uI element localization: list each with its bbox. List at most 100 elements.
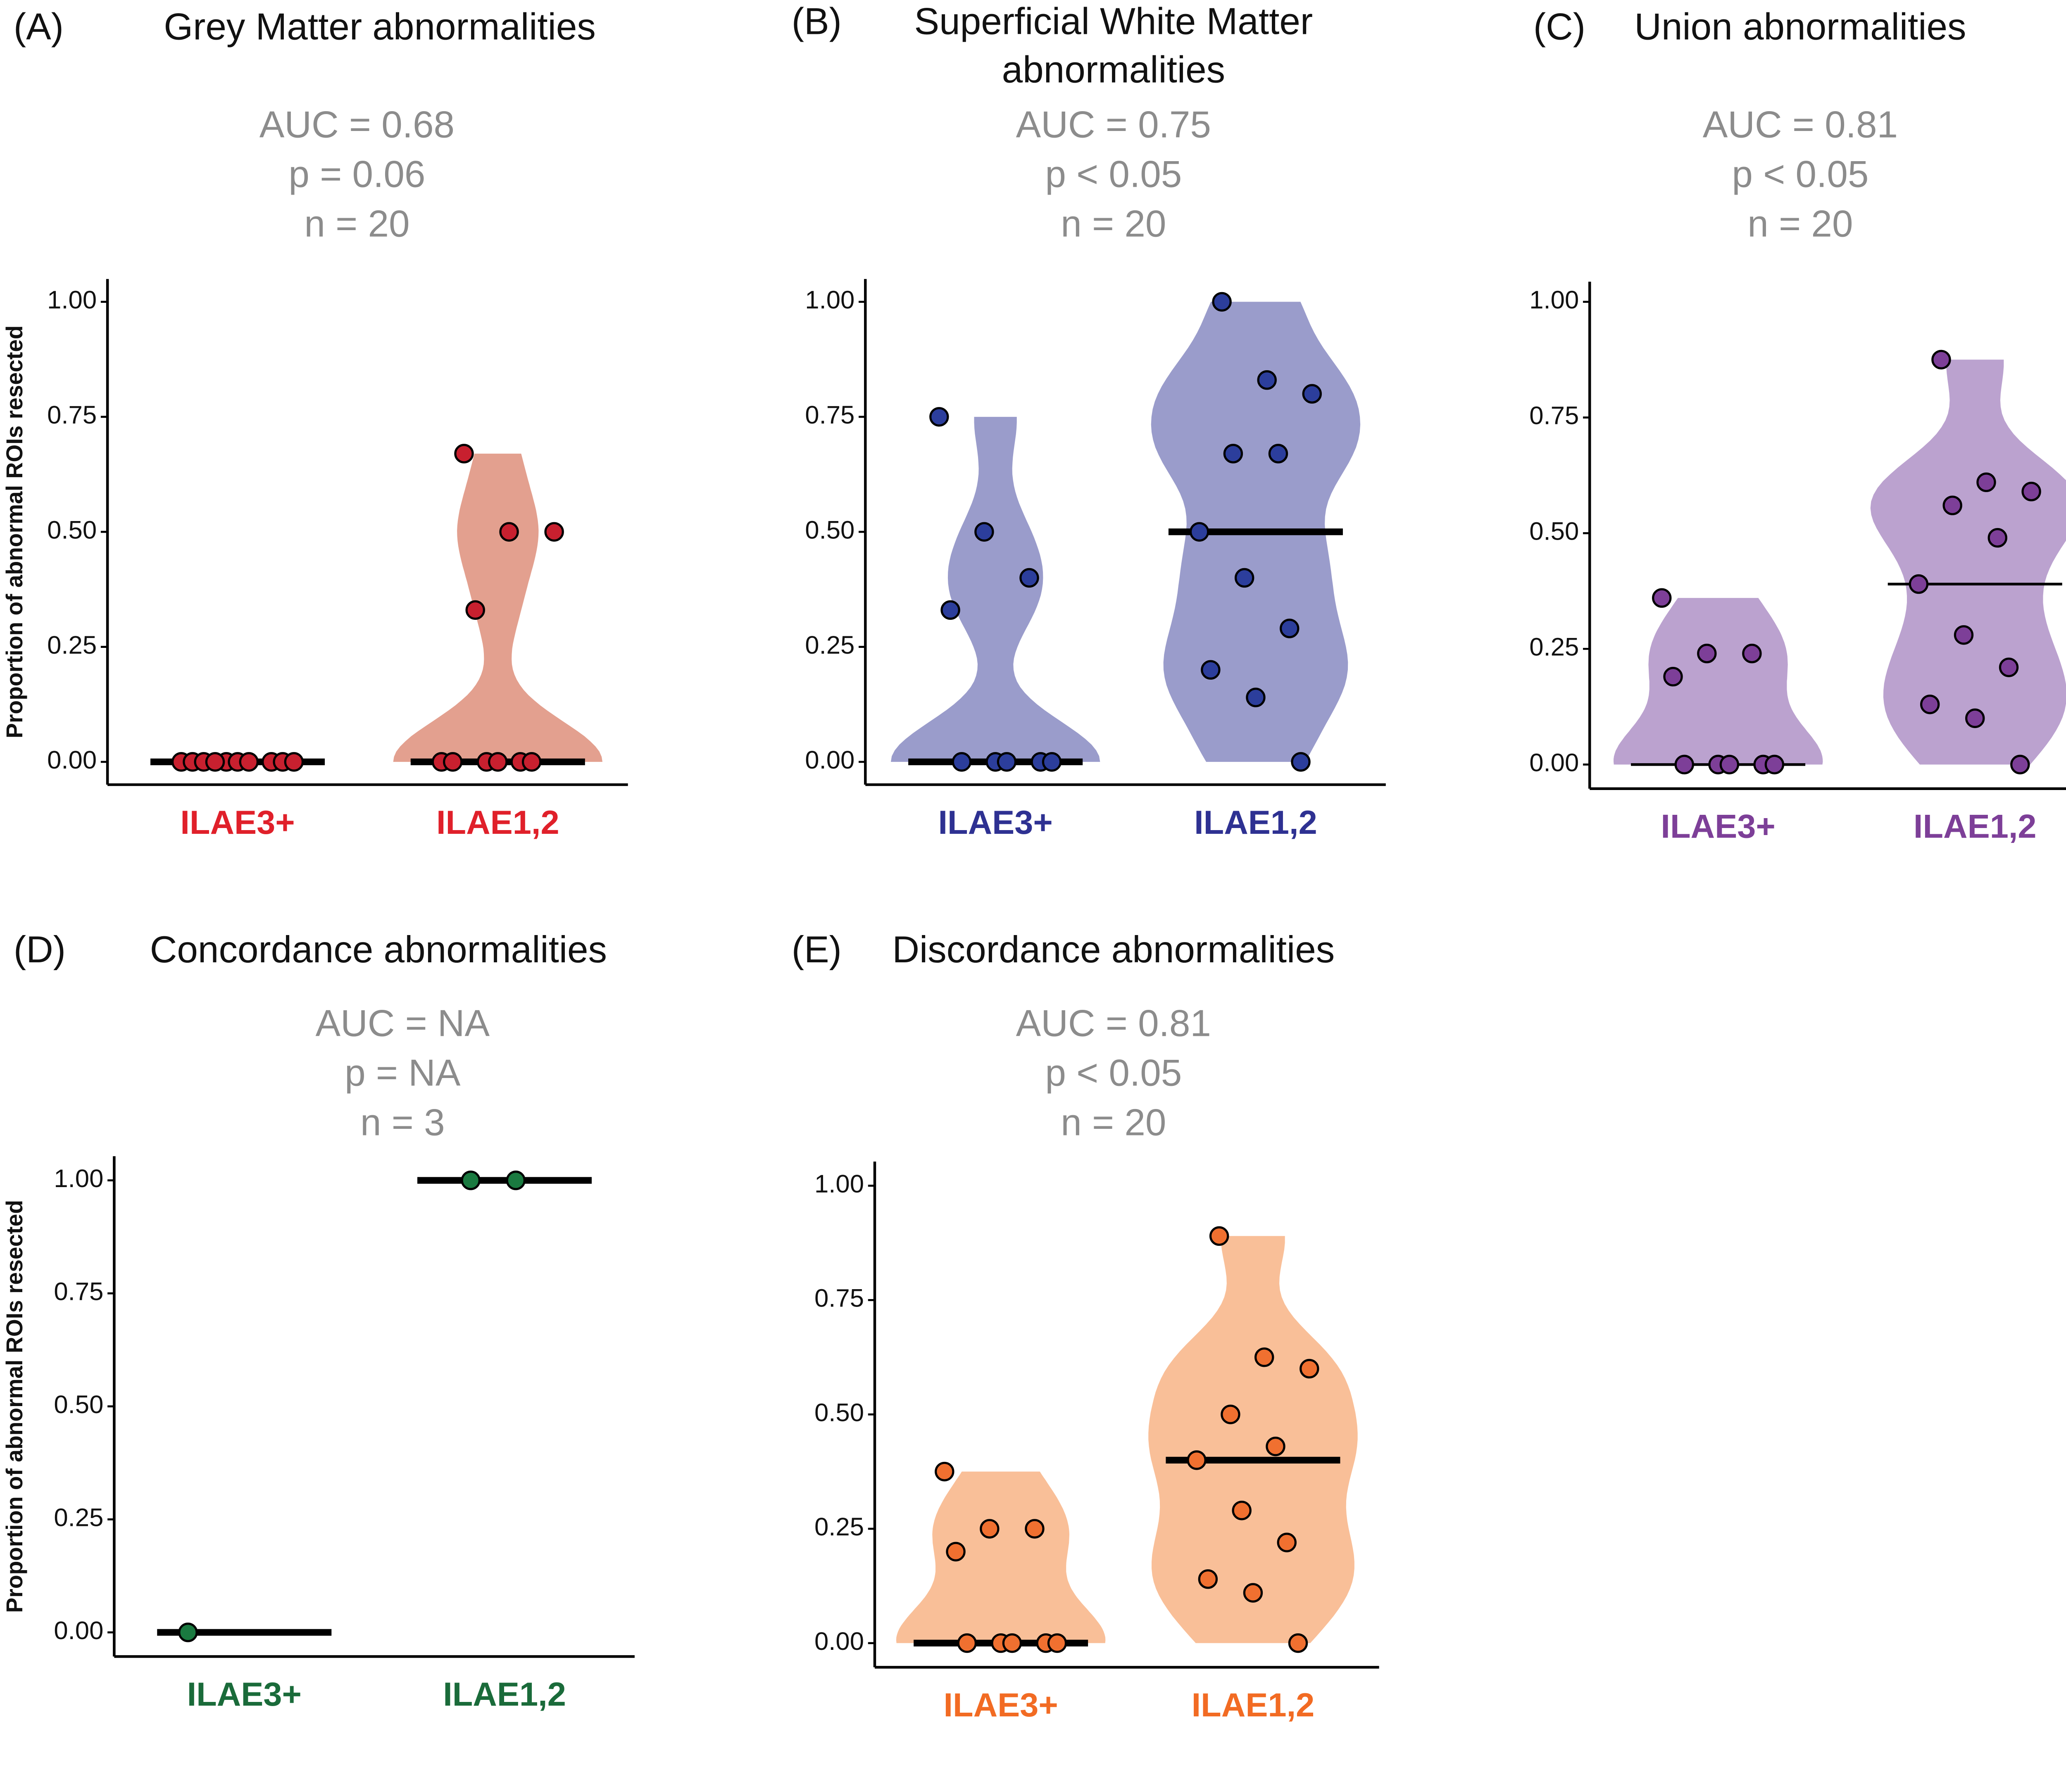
stat-line: p < 0.05 xyxy=(1045,154,1182,195)
violin xyxy=(1614,598,1823,765)
data-point xyxy=(1965,708,1985,728)
data-point xyxy=(1234,568,1254,588)
data-point xyxy=(1232,1500,1252,1521)
violin xyxy=(1870,359,2066,765)
data-point xyxy=(454,444,474,464)
data-point xyxy=(2021,481,2041,502)
y-tick-label: 0.25 xyxy=(1529,633,1579,662)
y-axis-label: Proportion of abnormal ROIs resected xyxy=(2,1200,27,1613)
y-tick-label: 0.25 xyxy=(814,1513,864,1541)
data-point xyxy=(1277,1533,1297,1552)
panel-title: Discordance abnormalities xyxy=(892,929,1335,971)
stat-line: p < 0.05 xyxy=(1732,154,1868,195)
data-point xyxy=(1019,568,1039,588)
data-point xyxy=(1674,754,1694,775)
y-tick-label: 0.75 xyxy=(805,401,854,429)
data-point xyxy=(1189,522,1209,542)
stat-line: AUC = 0.68 xyxy=(259,104,455,145)
panel-title: abnormalities xyxy=(1002,49,1225,90)
y-tick-label: 0.75 xyxy=(54,1278,103,1306)
data-point xyxy=(1663,666,1683,687)
data-point xyxy=(1931,350,1951,370)
x-tick-label: ILAE1,2 xyxy=(443,1676,566,1713)
stat-line: n = 20 xyxy=(1061,203,1166,245)
panel-label: (A) xyxy=(14,6,64,48)
data-point xyxy=(952,752,972,772)
y-tick-label: 0.00 xyxy=(814,1627,864,1656)
y-tick-label: 0.00 xyxy=(1529,749,1579,777)
violin xyxy=(890,416,1100,762)
data-point xyxy=(940,600,960,620)
panel-label: (E) xyxy=(792,929,842,971)
data-point xyxy=(461,1171,481,1190)
data-point xyxy=(1254,1347,1274,1367)
data-point xyxy=(443,752,463,772)
data-point xyxy=(1209,1226,1229,1246)
data-point xyxy=(178,1622,198,1642)
panel-title: Concordance abnormalities xyxy=(150,929,607,971)
panel-label: (D) xyxy=(14,929,66,971)
data-point xyxy=(1300,1359,1319,1379)
data-point xyxy=(1243,1583,1263,1603)
data-point xyxy=(935,1461,954,1482)
data-point xyxy=(974,522,994,542)
x-tick-label: ILAE1,2 xyxy=(1194,804,1317,841)
panel-title: Superficial White Matter xyxy=(914,0,1313,42)
y-tick-label: 0.00 xyxy=(47,746,97,774)
data-point xyxy=(1942,495,1962,515)
data-point xyxy=(1223,444,1243,464)
data-point xyxy=(1302,384,1322,404)
data-point xyxy=(1288,1633,1308,1653)
panel: (D) Concordance abnormalities AUC = NA p = … xyxy=(2,929,635,1713)
y-tick-label: 0.75 xyxy=(814,1284,864,1313)
x-tick-label: ILAE3+ xyxy=(187,1676,302,1713)
y-tick-label: 0.50 xyxy=(54,1390,103,1419)
data-point xyxy=(1002,1633,1022,1653)
stat-line: n = 20 xyxy=(1061,1102,1166,1144)
x-tick-label: ILAE1,2 xyxy=(436,804,559,841)
data-point xyxy=(1221,1404,1240,1424)
data-point xyxy=(1025,1519,1045,1539)
stat-line: p = 0.06 xyxy=(288,154,425,195)
x-tick-label: ILAE3+ xyxy=(938,804,1052,841)
stat-line: n = 20 xyxy=(1747,203,1853,245)
data-point xyxy=(1047,1633,1067,1653)
data-point xyxy=(1246,688,1266,707)
violin xyxy=(393,453,603,762)
y-tick-label: 1.00 xyxy=(47,286,97,314)
x-tick-label: ILAE3+ xyxy=(180,804,295,841)
data-point xyxy=(1742,643,1762,664)
data-point xyxy=(1976,472,1996,492)
y-tick-label: 0.25 xyxy=(47,631,97,659)
data-point xyxy=(1909,574,1929,594)
stat-line: AUC = 0.81 xyxy=(1016,1002,1211,1044)
data-point xyxy=(1266,1436,1285,1456)
violin xyxy=(896,1471,1106,1643)
panel: (A) Grey Matter abnormalities AUC = 0.68 p … xyxy=(2,6,628,841)
panel-label: (C) xyxy=(1533,6,1585,48)
stat-line: AUC = 0.81 xyxy=(1703,104,1898,145)
data-point xyxy=(465,600,485,620)
stat-line: n = 20 xyxy=(304,203,409,245)
data-point xyxy=(980,1519,1000,1539)
panel: (E) Discordance abnormalities AUC = 0.81 p … xyxy=(792,929,1379,1724)
data-point xyxy=(1280,619,1300,638)
data-point xyxy=(929,407,949,427)
y-tick-label: 0.50 xyxy=(805,516,854,544)
y-tick-label: 0.50 xyxy=(814,1398,864,1427)
y-tick-label: 1.00 xyxy=(805,286,854,314)
data-point xyxy=(239,752,259,772)
data-point xyxy=(1268,444,1288,464)
stat-line: p < 0.05 xyxy=(1045,1052,1182,1094)
panel-title: Union abnormalities xyxy=(1634,6,1966,48)
violin xyxy=(1148,1236,1358,1643)
data-point xyxy=(1652,588,1672,608)
y-tick-label: 0.25 xyxy=(805,631,854,659)
data-point xyxy=(1291,752,1311,772)
data-point xyxy=(1697,643,1717,664)
data-point xyxy=(997,752,1017,772)
data-point xyxy=(506,1171,526,1190)
y-tick-label: 1.00 xyxy=(1529,286,1579,314)
data-point xyxy=(521,752,542,772)
